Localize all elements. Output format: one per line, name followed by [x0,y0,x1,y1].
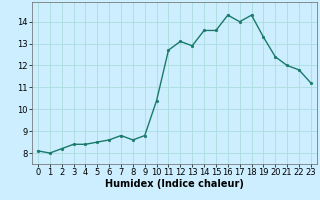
X-axis label: Humidex (Indice chaleur): Humidex (Indice chaleur) [105,179,244,189]
